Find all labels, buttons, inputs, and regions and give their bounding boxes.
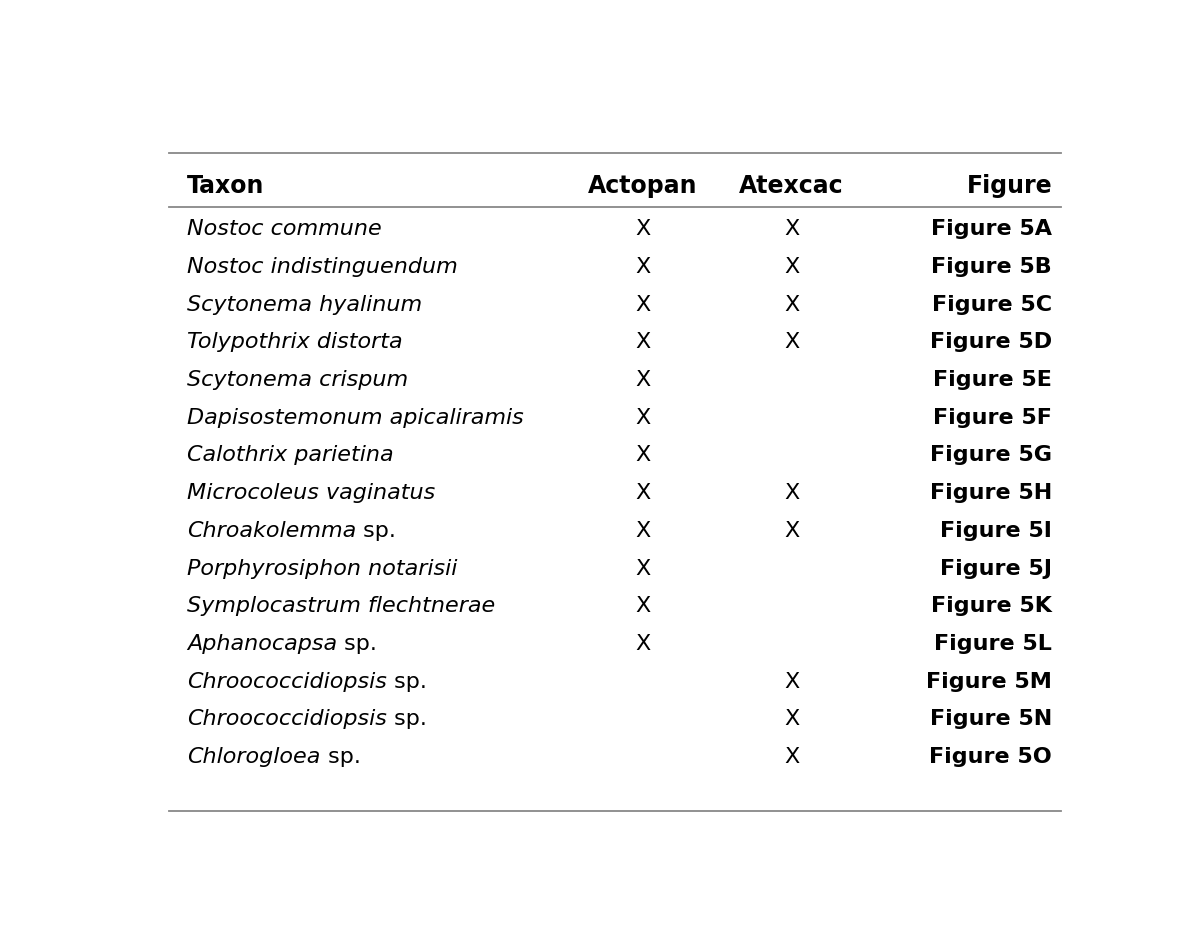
- Text: X: X: [635, 295, 650, 315]
- Text: X: X: [635, 408, 650, 428]
- Text: Figure 5J: Figure 5J: [940, 559, 1052, 578]
- Text: Figure 5H: Figure 5H: [930, 483, 1052, 503]
- Text: X: X: [635, 257, 650, 277]
- Text: Actopan: Actopan: [588, 173, 697, 198]
- Text: X: X: [635, 333, 650, 352]
- Text: Figure 5F: Figure 5F: [934, 408, 1052, 428]
- Text: Figure 5K: Figure 5K: [931, 596, 1052, 616]
- Text: Atexcac: Atexcac: [739, 173, 844, 198]
- Text: Scytonema crispum: Scytonema crispum: [187, 370, 408, 390]
- Text: Chroakolemma: Chroakolemma: [187, 521, 356, 541]
- Text: Figure 5D: Figure 5D: [930, 333, 1052, 352]
- Text: Figure 5I: Figure 5I: [941, 521, 1052, 541]
- Text: Figure: Figure: [966, 173, 1052, 198]
- Text: Scytonema hyalinum: Scytonema hyalinum: [187, 295, 422, 315]
- Text: Nostoc indistinguendum: Nostoc indistinguendum: [187, 257, 458, 277]
- Text: X: X: [784, 672, 799, 691]
- Text: Chroococcidiopsis: Chroococcidiopsis: [187, 709, 388, 729]
- Text: X: X: [635, 219, 650, 239]
- Text: sp.: sp.: [388, 672, 427, 691]
- Text: Figure 5E: Figure 5E: [934, 370, 1052, 390]
- Text: Chlorogloea: Chlorogloea: [187, 747, 320, 767]
- Text: Symplocastrum flechtnerae: Symplocastrum flechtnerae: [187, 596, 496, 616]
- Text: Nostoc commune: Nostoc commune: [187, 219, 382, 239]
- Text: X: X: [784, 747, 799, 767]
- Text: Figure 5B: Figure 5B: [931, 257, 1052, 277]
- Text: Porphyrosiphon notarisii: Porphyrosiphon notarisii: [187, 559, 457, 578]
- Text: sp.: sp.: [320, 747, 360, 767]
- Text: Calothrix parietina: Calothrix parietina: [187, 446, 394, 465]
- Text: X: X: [635, 446, 650, 465]
- Text: X: X: [784, 521, 799, 541]
- Text: Chroococcidiopsis: Chroococcidiopsis: [187, 672, 388, 691]
- Text: sp.: sp.: [356, 521, 396, 541]
- Text: Figure 5O: Figure 5O: [929, 747, 1052, 767]
- Text: X: X: [635, 370, 650, 390]
- Text: Dapisostemonum apicaliramis: Dapisostemonum apicaliramis: [187, 408, 524, 428]
- Text: X: X: [635, 521, 650, 541]
- Text: Aphanocapsa: Aphanocapsa: [187, 634, 337, 654]
- Text: Figure 5M: Figure 5M: [926, 672, 1052, 691]
- Text: X: X: [784, 257, 799, 277]
- Text: X: X: [635, 596, 650, 616]
- Text: Tolypothrix distorta: Tolypothrix distorta: [187, 333, 403, 352]
- Text: Figure 5C: Figure 5C: [932, 295, 1052, 315]
- Text: Taxon: Taxon: [187, 173, 264, 198]
- Text: Figure 5L: Figure 5L: [935, 634, 1052, 654]
- Text: Figure 5G: Figure 5G: [930, 446, 1052, 465]
- Text: X: X: [635, 634, 650, 654]
- Text: X: X: [784, 295, 799, 315]
- Text: sp.: sp.: [388, 709, 427, 729]
- Text: X: X: [784, 709, 799, 729]
- Text: X: X: [784, 219, 799, 239]
- Text: X: X: [635, 559, 650, 578]
- Text: Figure 5A: Figure 5A: [931, 219, 1052, 239]
- Text: Microcoleus vaginatus: Microcoleus vaginatus: [187, 483, 436, 503]
- Text: X: X: [635, 483, 650, 503]
- Text: Figure 5N: Figure 5N: [930, 709, 1052, 729]
- Text: X: X: [784, 333, 799, 352]
- Text: X: X: [784, 483, 799, 503]
- Text: sp.: sp.: [337, 634, 377, 654]
